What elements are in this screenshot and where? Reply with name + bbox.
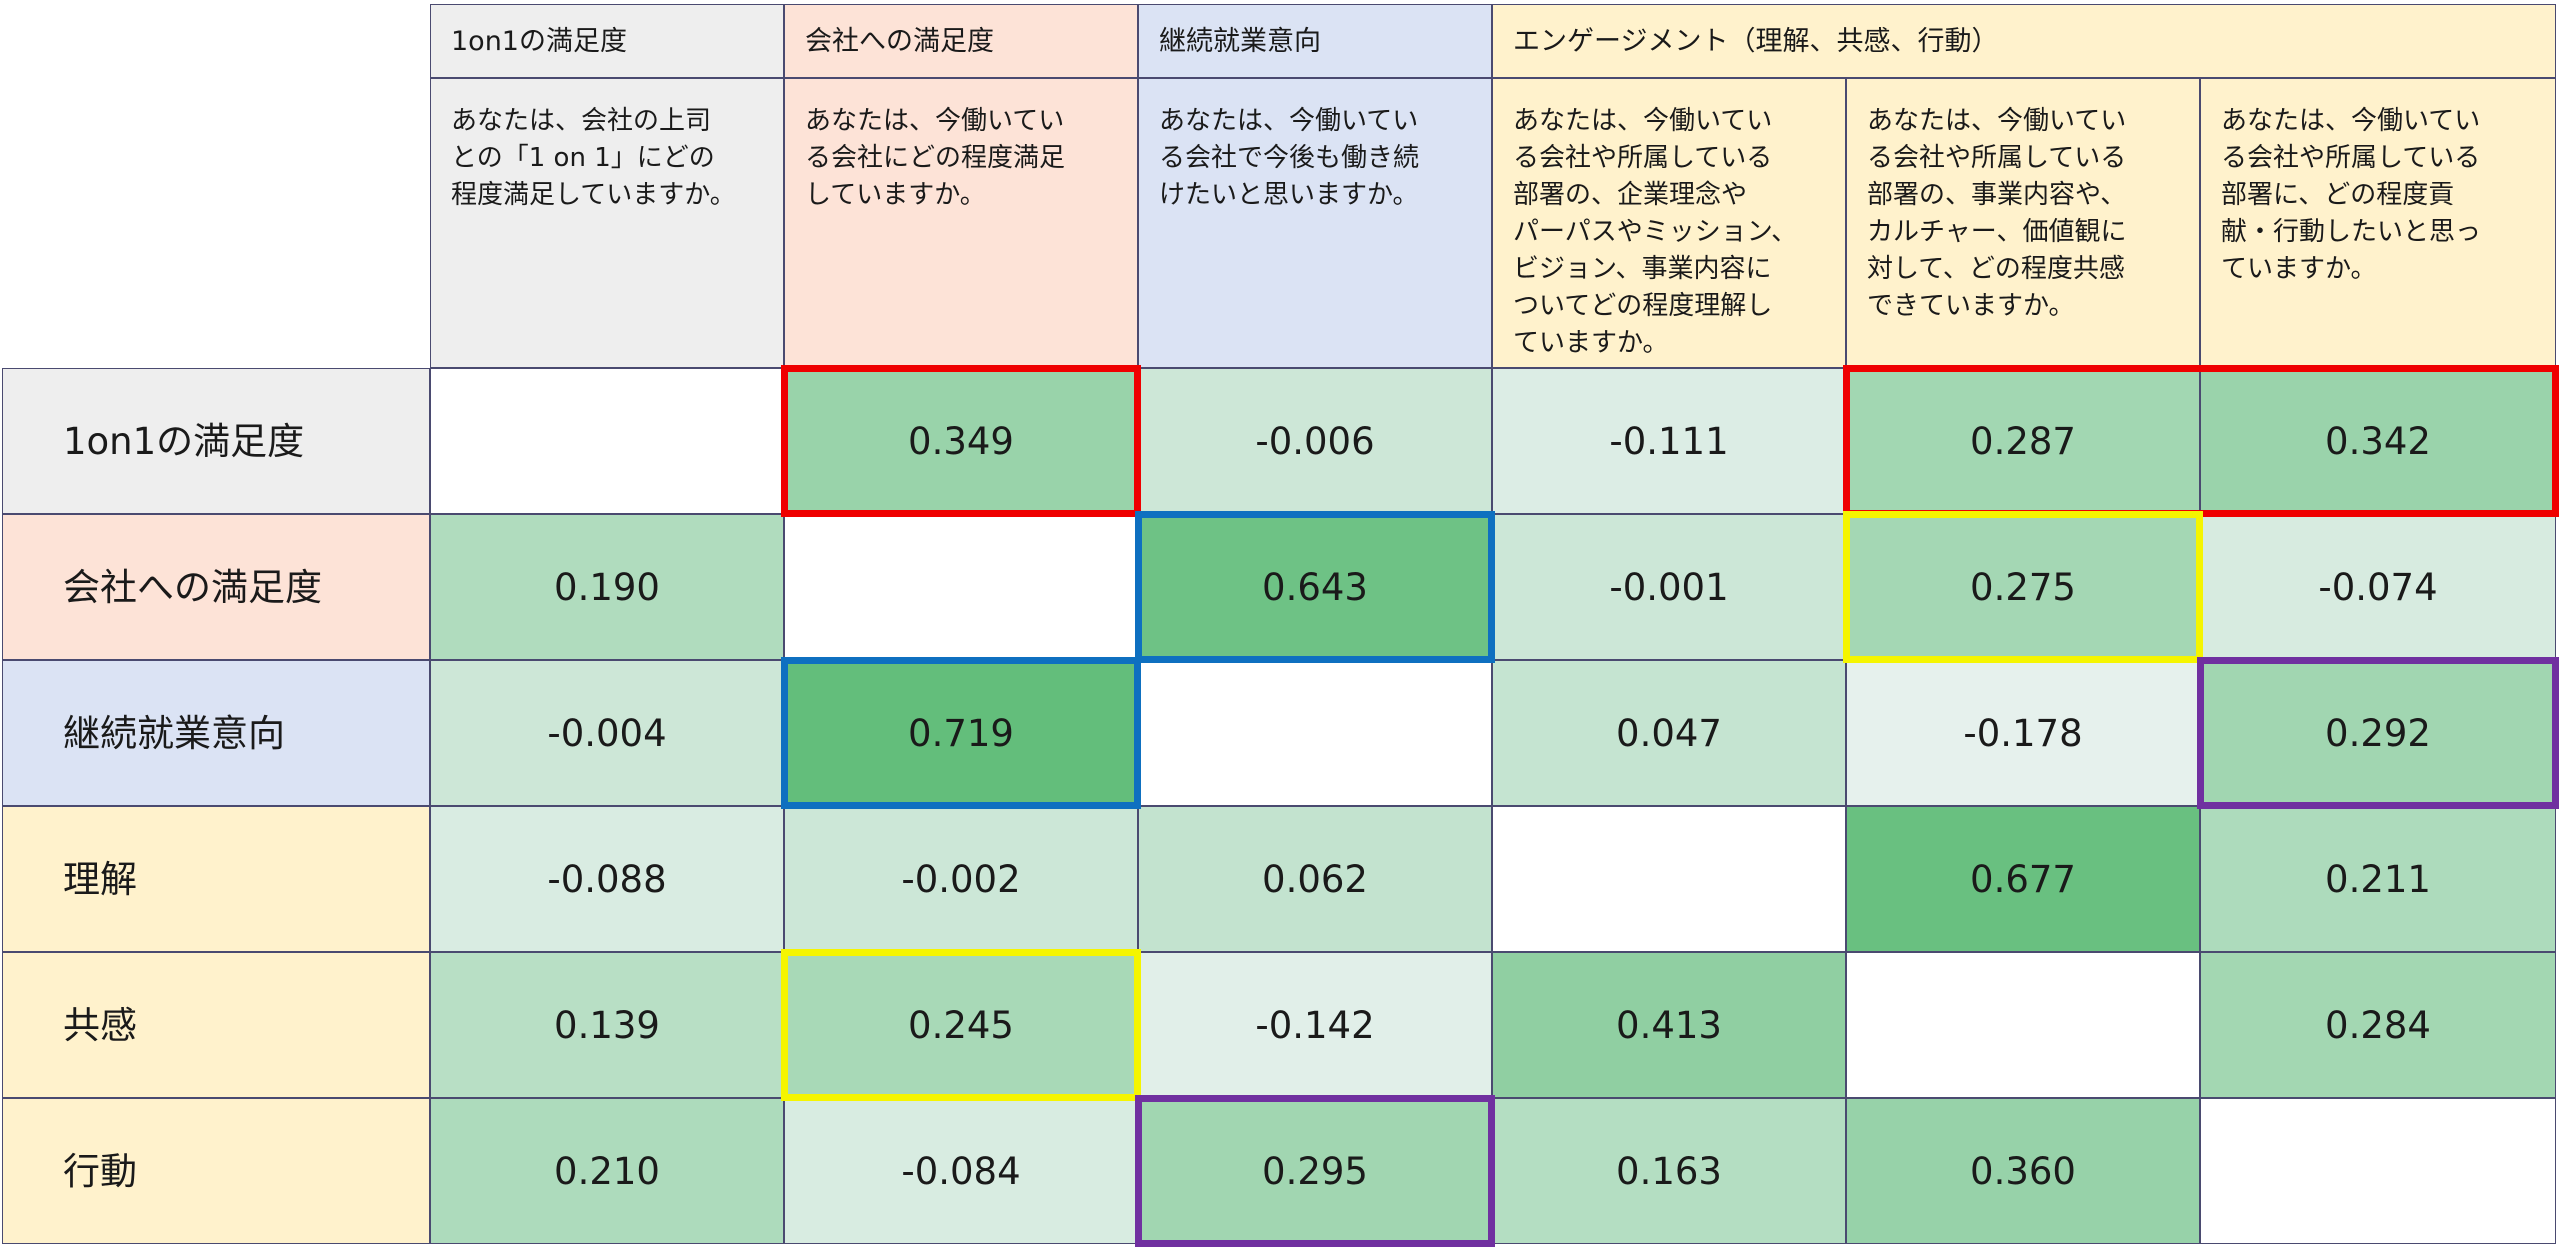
heatmap-cell: -0.002 bbox=[784, 806, 1138, 952]
heatmap-cell: 0.245 bbox=[784, 952, 1138, 1098]
question-action: あなたは、今働いてい る会社や所属している 部署に、どの程度貢 献・行動したいと… bbox=[2200, 78, 2556, 368]
heatmap-cell: 0.295 bbox=[1138, 1098, 1492, 1244]
heatmap-cell: 0.275 bbox=[1846, 514, 2200, 660]
heatmap-cell-empty bbox=[430, 368, 784, 514]
heatmap-cell: -0.178 bbox=[1846, 660, 2200, 806]
row-label-understanding: 理解 bbox=[2, 806, 430, 952]
heatmap-cell: 0.677 bbox=[1846, 806, 2200, 952]
question-company-satisfaction: あなたは、今働いてい る会社にどの程度満足 していますか。 bbox=[784, 78, 1138, 368]
heatmap-cell: 0.047 bbox=[1492, 660, 1846, 806]
heatmap-cell: 0.719 bbox=[784, 660, 1138, 806]
heatmap-cell: -0.074 bbox=[2200, 514, 2556, 660]
question-1on1: あなたは、会社の上司 との「1 on 1」にどの 程度満足していますか。 bbox=[430, 78, 784, 368]
row-label-1on1: 1on1の満足度 bbox=[2, 368, 430, 514]
question-empathy: あなたは、今働いてい る会社や所属している 部署の、事業内容や、 カルチャー、価… bbox=[1846, 78, 2200, 368]
column-title-1on1: 1on1の満足度 bbox=[430, 4, 784, 78]
heatmap-cell: 0.163 bbox=[1492, 1098, 1846, 1244]
heatmap-cell: 0.342 bbox=[2200, 368, 2556, 514]
heatmap-cell: -0.084 bbox=[784, 1098, 1138, 1244]
heatmap-cell-empty bbox=[2200, 1098, 2556, 1244]
heatmap-cell: 0.190 bbox=[430, 514, 784, 660]
heatmap-cell: -0.006 bbox=[1138, 368, 1492, 514]
column-title-retention: 継続就業意向 bbox=[1138, 4, 1492, 78]
heatmap-cell: 0.062 bbox=[1138, 806, 1492, 952]
heatmap-cell: -0.001 bbox=[1492, 514, 1846, 660]
heatmap-cell: 0.211 bbox=[2200, 806, 2556, 952]
heatmap-cell: 0.139 bbox=[430, 952, 784, 1098]
row-label-empathy: 共感 bbox=[2, 952, 430, 1098]
heatmap-cell: 0.292 bbox=[2200, 660, 2556, 806]
heatmap-cell: 0.413 bbox=[1492, 952, 1846, 1098]
heatmap-cell: 0.360 bbox=[1846, 1098, 2200, 1244]
question-retention: あなたは、今働いてい る会社で今後も働き続 けたいと思いますか。 bbox=[1138, 78, 1492, 368]
heatmap-cell-empty bbox=[1846, 952, 2200, 1098]
heatmap-cell: 0.287 bbox=[1846, 368, 2200, 514]
heatmap-cell: 0.643 bbox=[1138, 514, 1492, 660]
column-title-company-satisfaction: 会社への満足度 bbox=[784, 4, 1138, 78]
heatmap-cell-empty bbox=[1138, 660, 1492, 806]
heatmap-cell: -0.142 bbox=[1138, 952, 1492, 1098]
heatmap-cell: -0.111 bbox=[1492, 368, 1846, 514]
heatmap-cell: -0.088 bbox=[430, 806, 784, 952]
row-label-company-satisfaction: 会社への満足度 bbox=[2, 514, 430, 660]
question-understanding: あなたは、今働いてい る会社や所属している 部署の、企業理念や パーパスやミッシ… bbox=[1492, 78, 1846, 368]
column-title-engagement: エンゲージメント（理解、共感、行動） bbox=[1492, 4, 2556, 78]
heatmap-cell: 0.210 bbox=[430, 1098, 784, 1244]
row-label-action: 行動 bbox=[2, 1098, 430, 1244]
heatmap-cell: 0.349 bbox=[784, 368, 1138, 514]
heatmap-cell-empty bbox=[784, 514, 1138, 660]
row-label-retention: 継続就業意向 bbox=[2, 660, 430, 806]
heatmap-cell: 0.284 bbox=[2200, 952, 2556, 1098]
heatmap-cell-empty bbox=[1492, 806, 1846, 952]
heatmap-cell: -0.004 bbox=[430, 660, 784, 806]
